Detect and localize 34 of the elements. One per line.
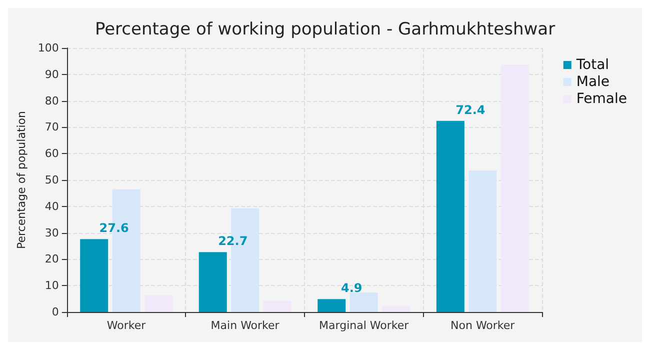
bar xyxy=(198,252,227,312)
legend-label: Total xyxy=(575,57,610,73)
y-tick-label: 40 xyxy=(44,200,59,213)
y-tick-label: 60 xyxy=(44,147,59,160)
y-tick-label: 80 xyxy=(44,94,59,108)
legend-label: Female xyxy=(576,91,628,107)
bar xyxy=(144,295,172,312)
chart-title: Percentage of working population - Garhmukhteshwar xyxy=(94,20,556,40)
legend-label: Male xyxy=(576,74,610,90)
bar xyxy=(382,306,410,312)
bar xyxy=(468,170,497,312)
x-tick-label: Marginal Worker xyxy=(319,319,410,332)
y-tick-label: 10 xyxy=(44,279,59,292)
y-tick-label: 100 xyxy=(38,42,59,54)
data-label: 22.7 xyxy=(218,234,248,248)
x-tick-label: Main Worker xyxy=(210,319,280,332)
y-tick-label: 90 xyxy=(44,68,59,81)
bar xyxy=(80,239,108,312)
data-label: 4.9 xyxy=(341,281,362,296)
bar xyxy=(436,120,464,312)
data-label: 27.6 xyxy=(99,221,129,236)
bar xyxy=(500,64,529,312)
x-tick-label: Worker xyxy=(106,319,146,332)
y-tick-label: 70 xyxy=(44,120,59,134)
y-tick-label: 20 xyxy=(44,252,59,266)
y-tick-label: 50 xyxy=(44,174,59,186)
bar xyxy=(263,300,292,312)
bar xyxy=(350,292,378,312)
x-tick-label: Non Worker xyxy=(450,319,516,332)
y-tick-label: 30 xyxy=(44,226,59,240)
bar xyxy=(318,299,346,312)
data-label: 72.4 xyxy=(456,102,486,117)
y-tick-label: 0 xyxy=(52,306,59,318)
y-axis-title: Percentage of population xyxy=(15,110,28,250)
